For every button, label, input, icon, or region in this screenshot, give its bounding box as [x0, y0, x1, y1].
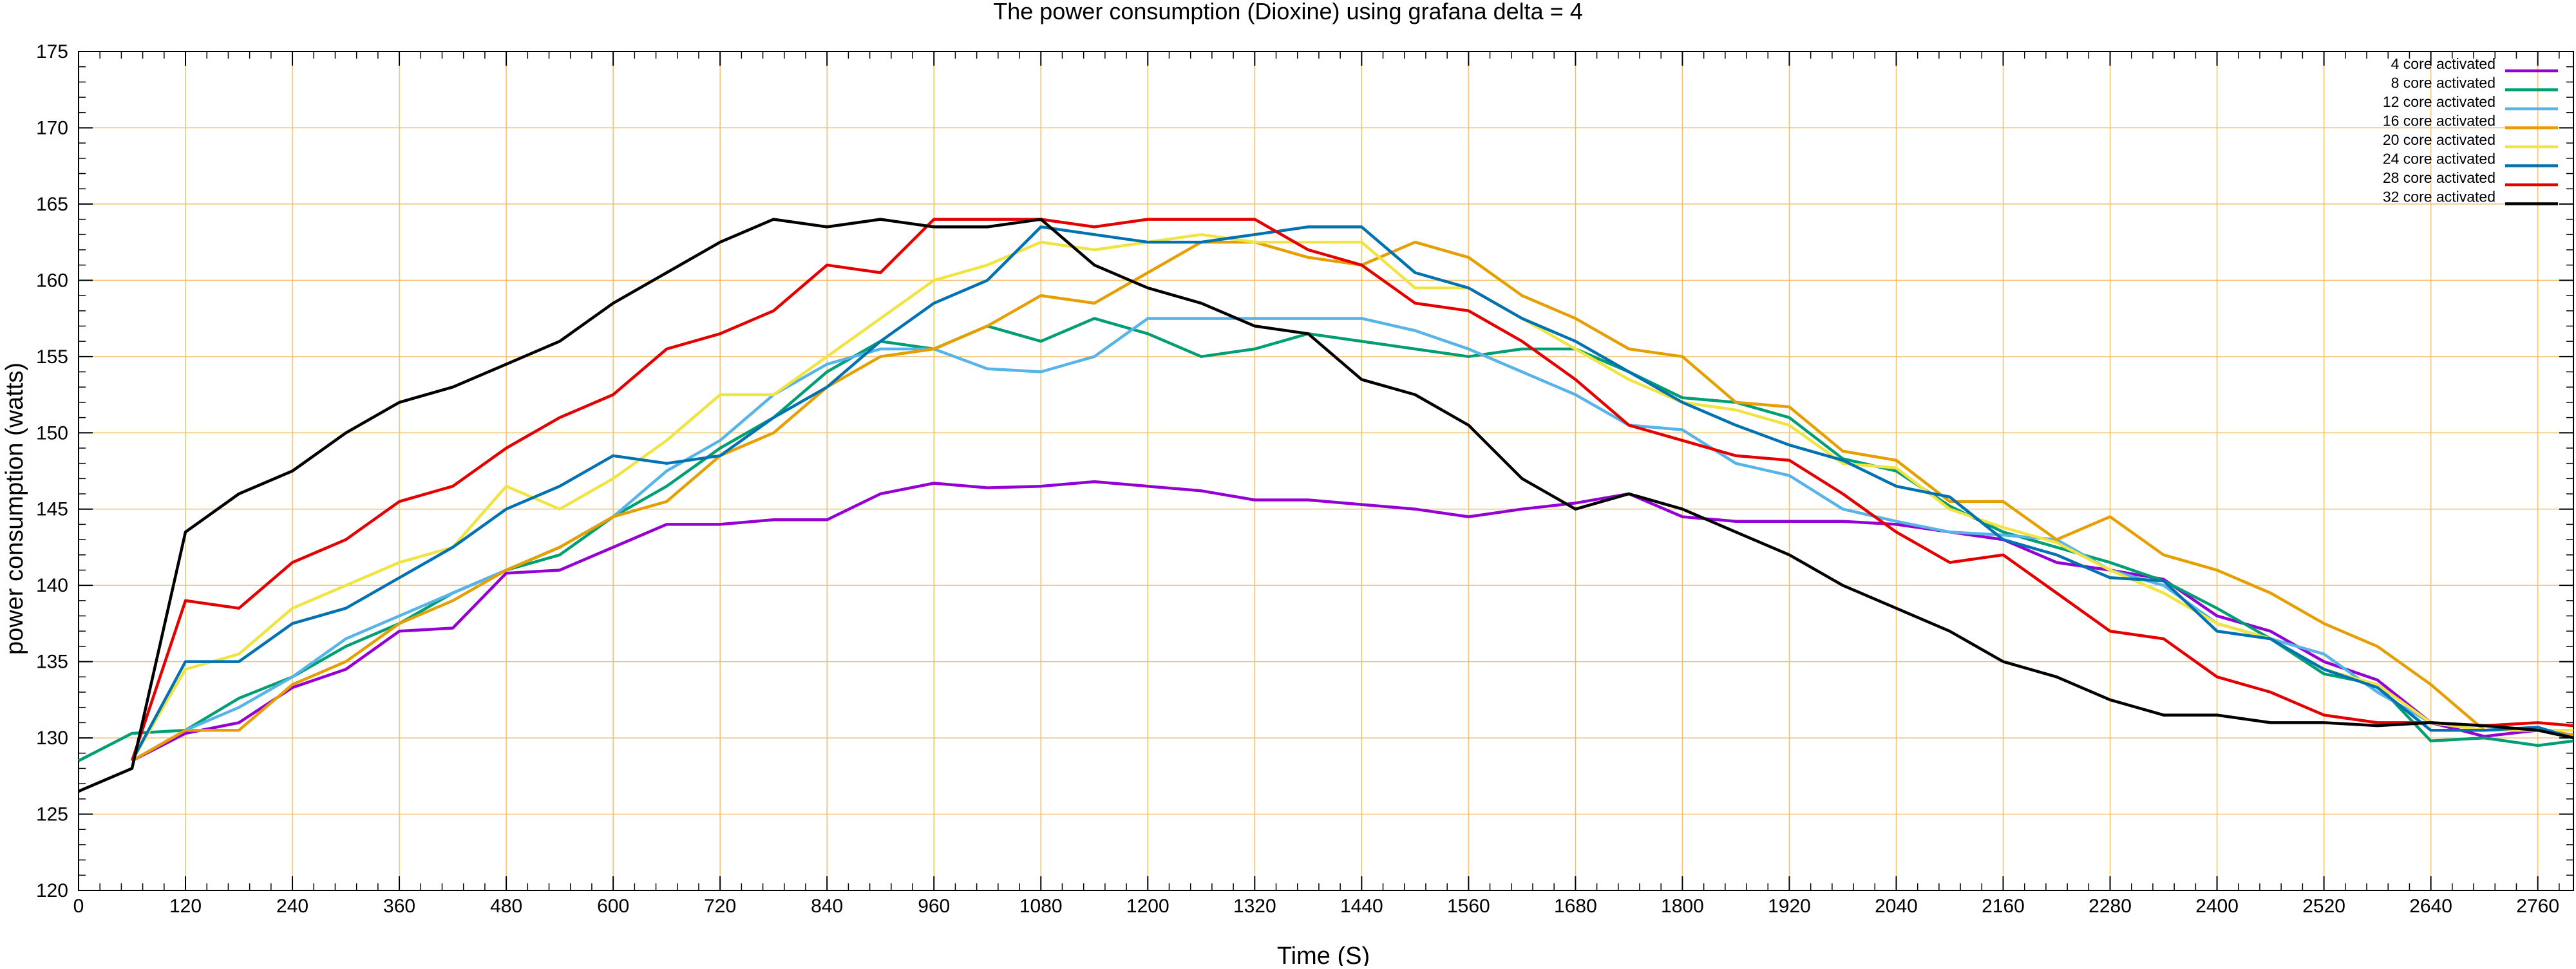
series-line-4	[131, 240, 2574, 762]
x-tick-label: 1080	[1019, 896, 1063, 917]
x-tick-label: 2640	[2409, 896, 2452, 917]
x-tick-label: 2520	[2302, 896, 2345, 917]
tick-layer: 0 120 240 360 480 600 720 840 960 1080 1200 1320 144…	[36, 41, 2573, 917]
legend-label: 20 core activated	[2383, 131, 2496, 148]
x-tick-label: 1800	[1661, 896, 1704, 917]
legend-label: 28 core activated	[2383, 169, 2496, 186]
y-axis-label: power consumption (watts)	[1, 362, 28, 655]
x-tick-label: 1440	[1340, 896, 1383, 917]
y-tick-label: 120	[36, 880, 68, 901]
x-tick-label: 120	[169, 896, 202, 917]
y-tick-label: 130	[36, 728, 68, 749]
series-line-7	[130, 218, 2574, 762]
x-tick-label: 600	[597, 896, 629, 917]
x-tick-label: 480	[490, 896, 522, 917]
legend-label: 16 core activated	[2383, 113, 2496, 129]
x-tick-label: 1920	[1768, 896, 1811, 917]
x-tick-label: 1200	[1126, 896, 1170, 917]
y-tick-label: 170	[36, 117, 68, 138]
x-axis-label: Time (S)	[1277, 943, 1370, 966]
x-tick-label: 1680	[1554, 896, 1597, 917]
x-tick-label: 1560	[1447, 896, 1490, 917]
chart-title: The power consumption (Dioxine) using gr…	[993, 0, 1583, 24]
y-tick-label: 135	[36, 652, 68, 673]
x-tick-label: 0	[73, 896, 84, 917]
x-tick-label: 720	[704, 896, 736, 917]
x-tick-label: 960	[918, 896, 950, 917]
legend: 4 core activated 8 core activated 12 core …	[2383, 55, 2558, 205]
y-tick-label: 165	[36, 194, 68, 215]
series-layer	[77, 218, 2574, 793]
grid-layer	[79, 52, 2573, 890]
legend-label: 4 core activated	[2391, 55, 2496, 72]
y-tick-label: 155	[36, 346, 68, 368]
x-tick-label: 2160	[1982, 896, 2025, 917]
x-tick-label: 2760	[2516, 896, 2559, 917]
y-tick-label: 145	[36, 499, 68, 520]
x-tick-label: 240	[276, 896, 308, 917]
series-line-5	[131, 233, 2573, 762]
y-tick-label: 160	[36, 270, 68, 291]
x-tick-label: 360	[383, 896, 415, 917]
x-tick-label: 840	[811, 896, 843, 917]
legend-label: 24 core activated	[2383, 151, 2496, 167]
y-tick-label: 150	[36, 422, 68, 444]
plot-frame	[78, 51, 2574, 891]
y-tick-label: 125	[36, 804, 68, 825]
series-line-6	[131, 225, 2574, 762]
y-tick-label: 140	[36, 575, 68, 596]
x-tick-label: 2280	[2088, 896, 2132, 917]
legend-label: 8 core activated	[2391, 75, 2496, 91]
series-line-3	[131, 317, 2573, 762]
series-line-2	[77, 317, 2574, 762]
y-tick-label: 175	[36, 41, 68, 62]
x-tick-label: 1320	[1233, 896, 1276, 917]
x-tick-label: 2400	[2195, 896, 2239, 917]
legend-label: 32 core activated	[2383, 189, 2496, 205]
legend-label: 12 core activated	[2383, 93, 2496, 110]
x-tick-label: 2040	[1875, 896, 1918, 917]
series-line-8	[78, 218, 2574, 793]
